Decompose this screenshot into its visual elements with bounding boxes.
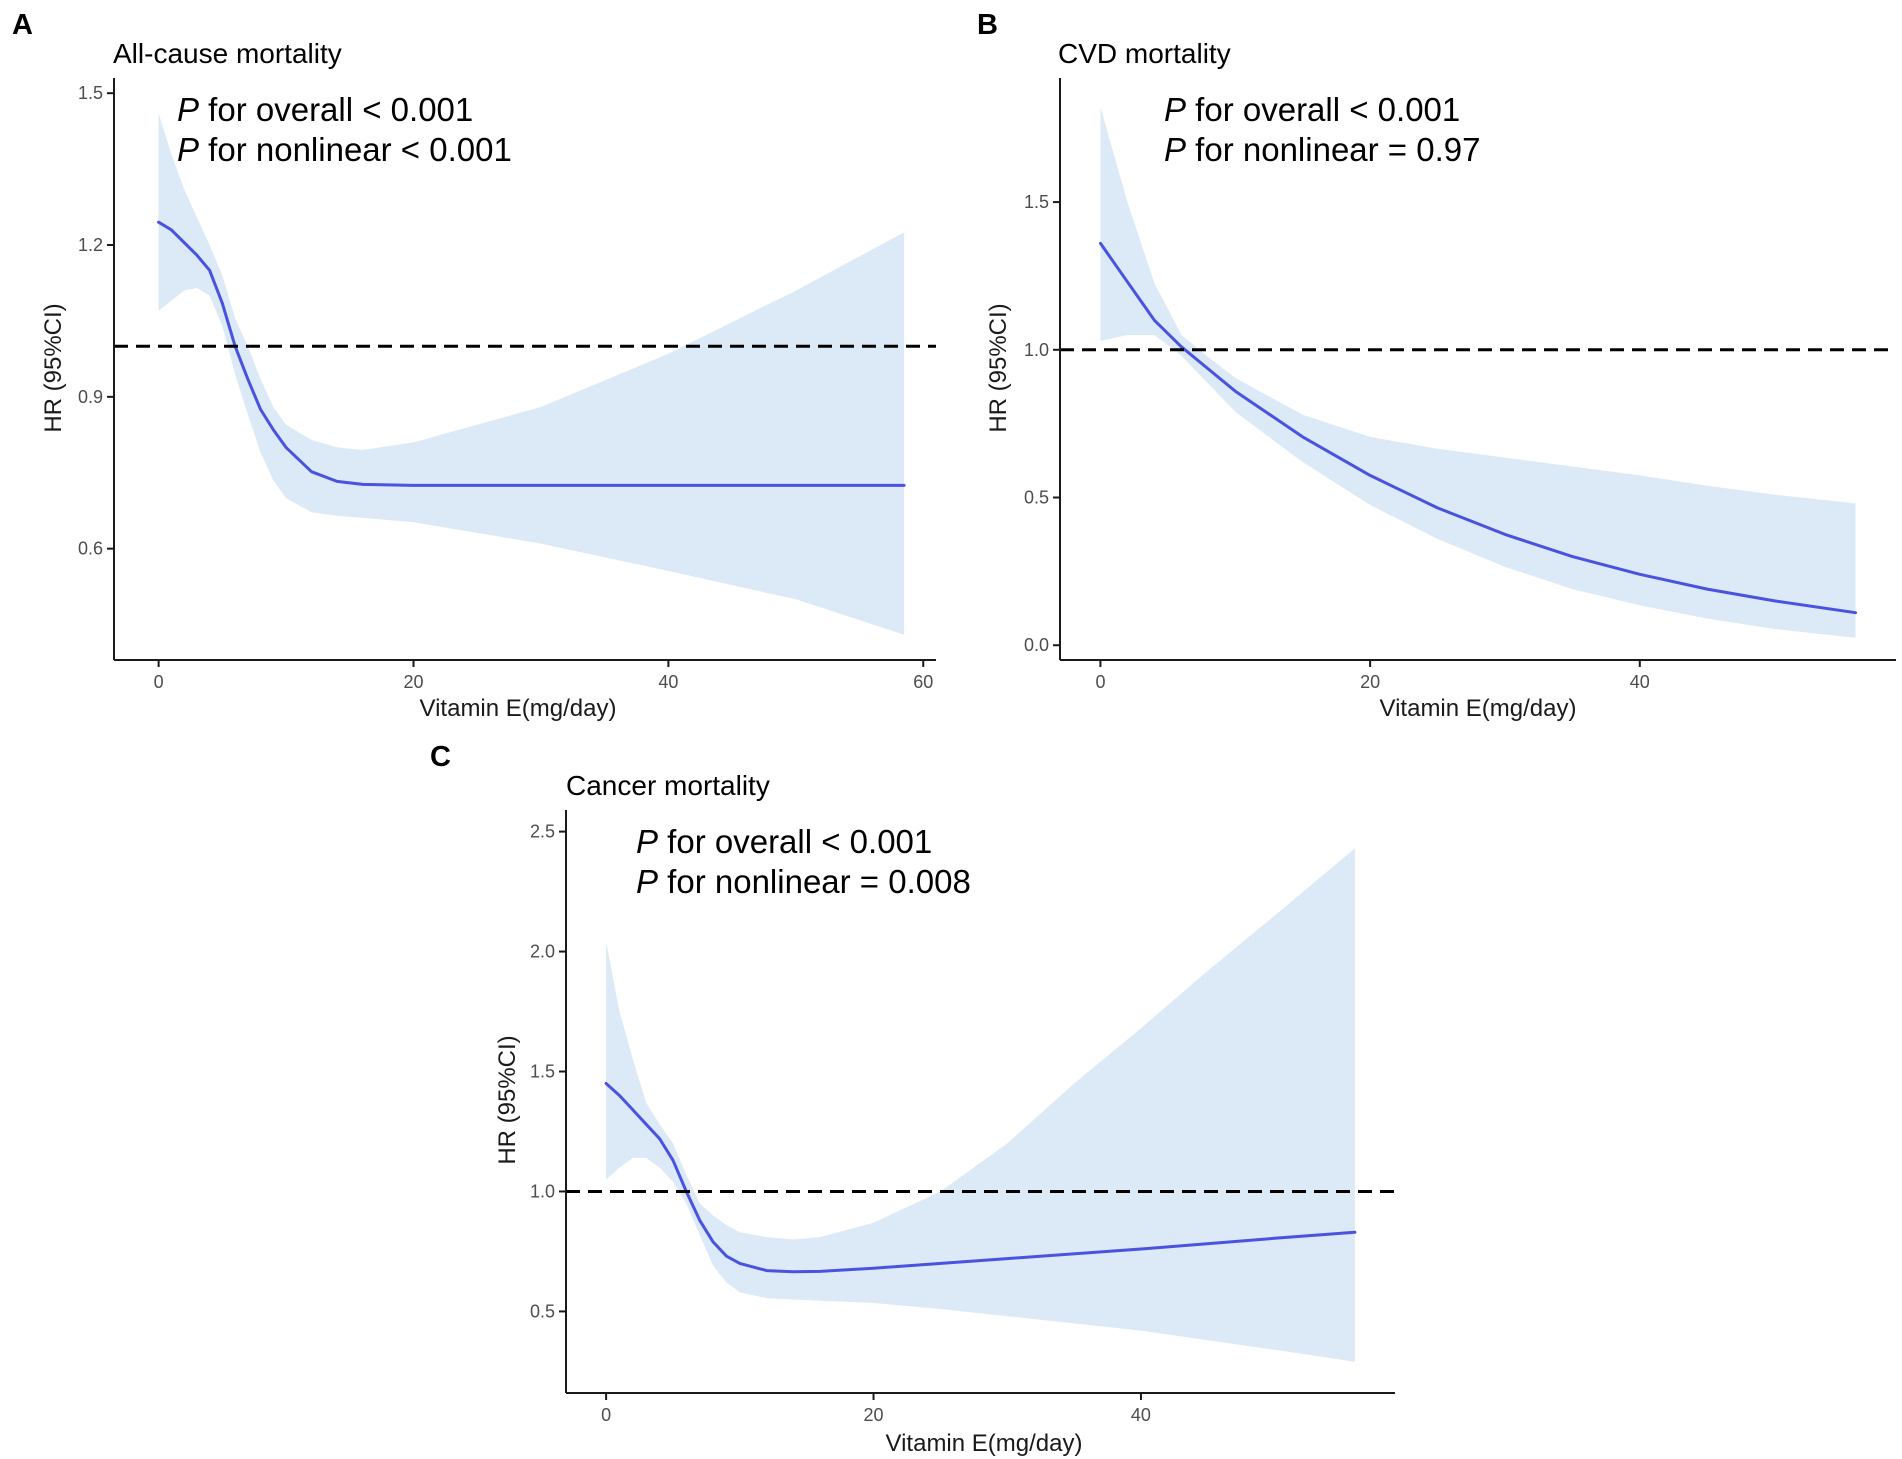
x-axis-title-a: Vitamin E(mg/day) bbox=[420, 695, 617, 722]
hr-line-b bbox=[1099, 241, 1857, 615]
y-tick-label-a: 0.9 bbox=[78, 387, 103, 407]
annotation-nonlinear-a: P for nonlinear < 0.001 bbox=[177, 131, 512, 168]
x-axis-title-b: Vitamin E(mg/day) bbox=[1380, 695, 1577, 722]
annotation-nonlinear-b: P for nonlinear = 0.97 bbox=[1164, 131, 1480, 168]
plot-area-a: 0 20 40 60 0.6 0.9 1.2 1.5 bbox=[78, 78, 936, 692]
panel-a: 0 20 40 60 0.6 0.9 1.2 1.5 A All-cause mortalit… bbox=[12, 9, 936, 722]
hr-line-c bbox=[604, 1082, 1357, 1274]
y-tick-label-a: 1.5 bbox=[78, 83, 103, 103]
y-tick-label-c: 1.5 bbox=[530, 1062, 555, 1082]
chart-title-a: All-cause mortality bbox=[113, 38, 342, 69]
annotation-overall-a: P for overall < 0.001 bbox=[177, 91, 473, 128]
chart-title-c: Cancer mortality bbox=[566, 770, 770, 801]
x-tick-label-a: 0 bbox=[154, 672, 164, 692]
y-axis-title-a: HR (95%CI) bbox=[40, 303, 67, 432]
plot-area-b: 0 20 40 0.0 0.5 1.0 1.5 bbox=[1024, 78, 1896, 692]
annotation-overall-c: P for overall < 0.001 bbox=[636, 823, 932, 860]
y-tick-label-a: 0.6 bbox=[78, 539, 103, 559]
y-axis-title-b: HR (95%CI) bbox=[985, 303, 1012, 432]
x-tick-label-c: 20 bbox=[864, 1405, 884, 1425]
hr-line-a bbox=[157, 220, 906, 487]
x-tick-label-a: 60 bbox=[913, 672, 933, 692]
x-tick-label-a: 40 bbox=[658, 672, 678, 692]
annotation-overall-b: P for overall < 0.001 bbox=[1164, 91, 1460, 128]
x-tick-label-b: 40 bbox=[1630, 672, 1650, 692]
y-tick-label-b: 1.0 bbox=[1024, 340, 1049, 360]
y-tick-label-a: 1.2 bbox=[78, 235, 103, 255]
panel-letter-a: A bbox=[12, 9, 33, 41]
panel-letter-b: B bbox=[977, 9, 998, 41]
y-tick-label-b: 0.5 bbox=[1024, 488, 1049, 508]
panel-c: 0 20 400.51.01.52.02.5 C Cancer mortality … bbox=[430, 741, 1395, 1457]
ci-band-c bbox=[606, 848, 1355, 1362]
y-tick-label-c: 2.5 bbox=[530, 822, 555, 842]
annotation-nonlinear-c: P for nonlinear = 0.008 bbox=[636, 863, 971, 900]
x-tick-label-b: 0 bbox=[1095, 672, 1105, 692]
panel-b: 0 20 40 0.0 0.5 1.0 1.5 B CVD mortality P for … bbox=[977, 9, 1896, 722]
y-tick-label-c: 2.0 bbox=[530, 942, 555, 962]
x-tick-label-c: 0 bbox=[601, 1405, 611, 1425]
x-tick-label-c: 40 bbox=[1131, 1405, 1151, 1425]
ci-band-b bbox=[1100, 107, 1856, 638]
y-tick-label-c: 1.0 bbox=[530, 1181, 555, 1201]
x-tick-label-b: 20 bbox=[1360, 672, 1380, 692]
y-tick-label-b: 1.5 bbox=[1024, 192, 1049, 212]
x-tick-label-a: 20 bbox=[403, 672, 423, 692]
ci-band-a bbox=[158, 113, 905, 635]
y-tick-label-c: 0.5 bbox=[530, 1301, 555, 1321]
y-tick-label-b: 0.0 bbox=[1024, 635, 1049, 655]
panel-letter-c: C bbox=[430, 741, 451, 773]
x-axis-title-c: Vitamin E(mg/day) bbox=[886, 1430, 1083, 1457]
chart-title-b: CVD mortality bbox=[1058, 38, 1231, 69]
y-axis-title-c: HR (95%CI) bbox=[494, 1035, 521, 1164]
plot-area-c: 0 20 40 0.5 1.0 1.5 2.0 2.5 bbox=[530, 810, 1395, 1425]
